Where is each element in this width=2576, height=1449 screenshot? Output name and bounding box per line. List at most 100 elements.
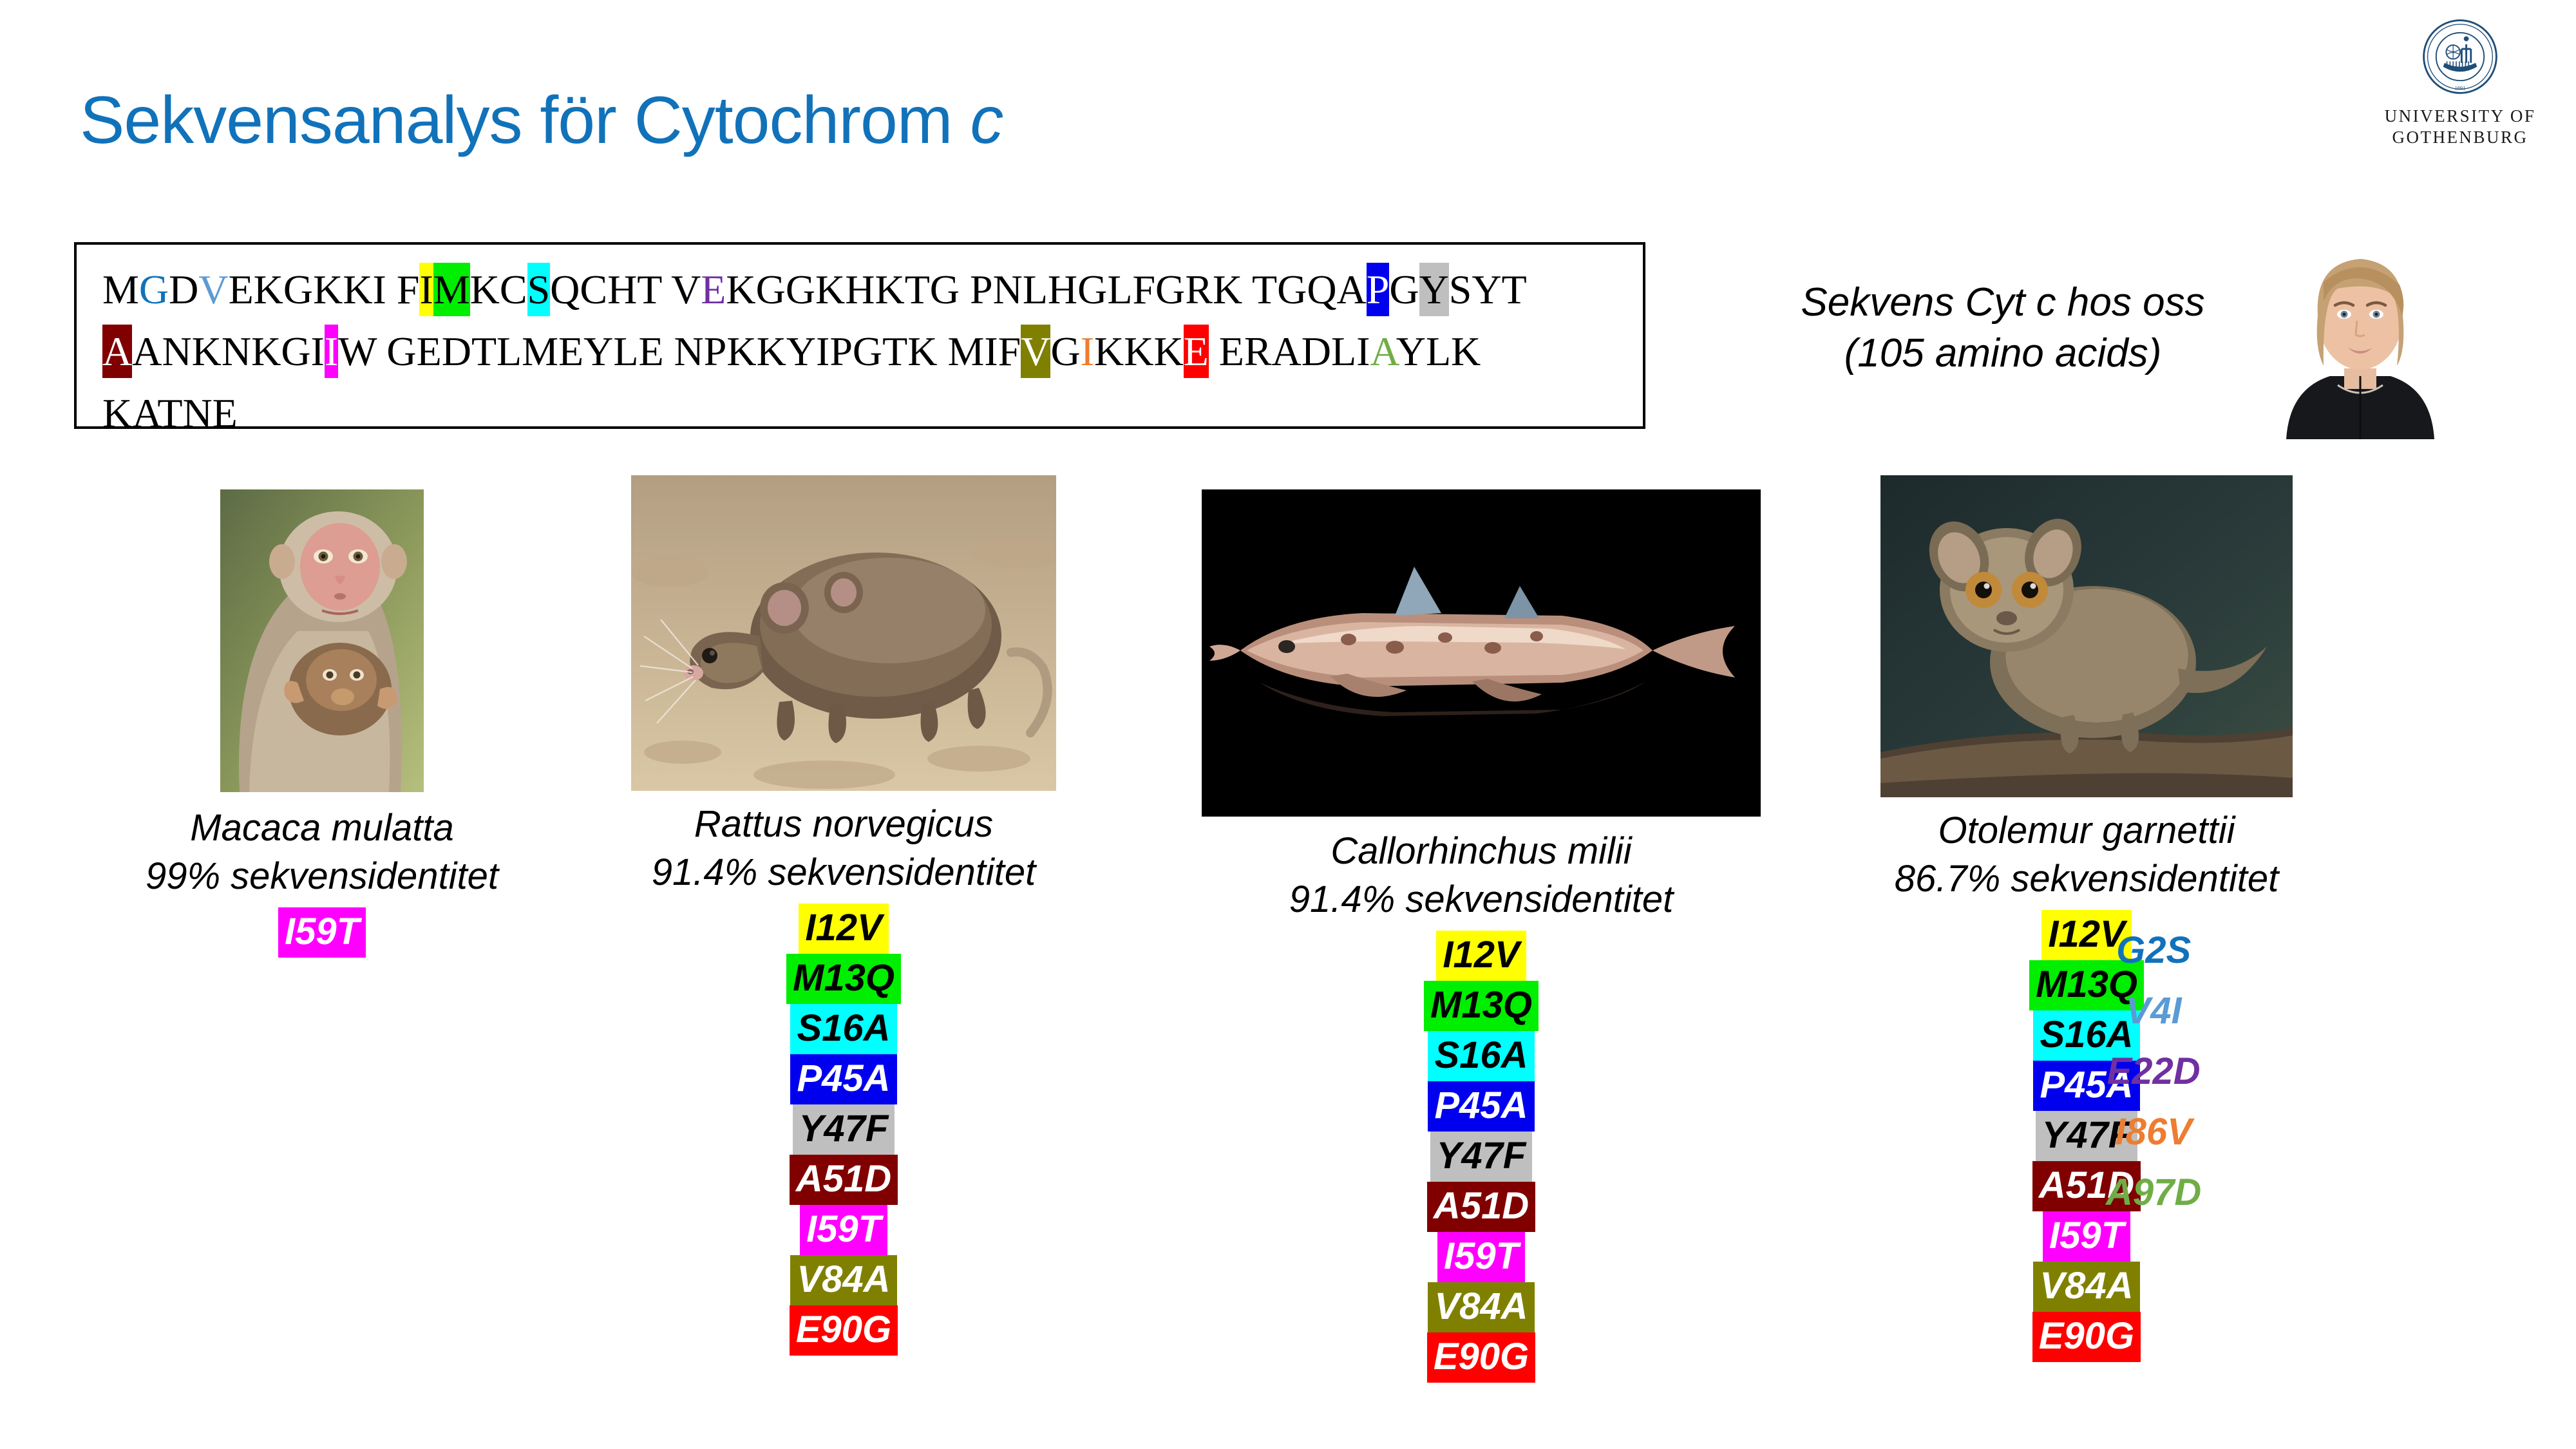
sequence-residue: G xyxy=(1389,267,1419,312)
mutation-chip: S16A xyxy=(2033,1010,2140,1061)
species-identity: 91.4% sekvensidentitet xyxy=(651,851,1036,894)
species-identity: 86.7% sekvensidentitet xyxy=(1894,858,2279,900)
species-name: Callorhinchus milii xyxy=(1331,830,1632,872)
sequence-residue: SYT xyxy=(1448,267,1527,312)
sequence-residue: V xyxy=(198,267,229,312)
sequence-residue: V xyxy=(1021,325,1051,378)
sequence-residue: A xyxy=(102,325,133,378)
sequence-residue: TGQA xyxy=(1252,267,1367,312)
page-title-italic: c xyxy=(970,83,1003,158)
sequence-residue: ANKNKGI xyxy=(132,328,325,374)
mutation-chip: I12V xyxy=(799,903,889,954)
mutation-chip: P45A xyxy=(2033,1060,2140,1111)
mutation-chip: Y47F xyxy=(792,1104,895,1155)
secondary-mutation-label: E22D xyxy=(2107,1050,2201,1092)
species-identity: 91.4% sekvensidentitet xyxy=(1289,878,1674,921)
sequence-residue: V xyxy=(671,267,701,312)
sequence-residue: M xyxy=(433,263,470,316)
mutation-chip: A51D xyxy=(1426,1181,1536,1232)
sequence-residue: F xyxy=(396,267,420,312)
mutation-chip: E90G xyxy=(1426,1332,1536,1383)
secondary-mutation-list: G2S V4I E22D I86V A97D xyxy=(2099,926,2208,1229)
mutation-chip: M13Q xyxy=(786,953,901,1004)
mutation-chip: I59T xyxy=(1437,1231,1526,1282)
mutation-chip: P45A xyxy=(1428,1081,1535,1132)
sequence-residue: S xyxy=(527,263,551,316)
mutation-chip: V84A xyxy=(2033,1261,2140,1312)
sequence-residue: G xyxy=(138,267,169,312)
secondary-mutation-label: I86V xyxy=(2115,1111,2192,1153)
species-name: Macaca mulatta xyxy=(190,807,454,849)
person-portrait-icon xyxy=(2248,240,2473,439)
species-column-callorhinchus-milii: Callorhinchus milii 91.4% sekvensidentit… xyxy=(1140,489,1823,1383)
sequence-residue: KGGKHKTG xyxy=(726,267,970,312)
logo-line-2: GOTHENBURG xyxy=(2392,127,2528,147)
sequence-residue: KC xyxy=(469,267,527,312)
sequence-residue: M xyxy=(102,267,139,312)
sequence-residue: QCHT xyxy=(550,267,672,312)
mutation-chip: I59T xyxy=(799,1204,888,1255)
species-name: Rattus norvegicus xyxy=(694,803,994,845)
sequence-residue: Y xyxy=(1419,263,1449,316)
sequence-residue: ERADLI xyxy=(1208,328,1370,374)
sequence-residue: MIF xyxy=(947,328,1021,374)
rattus-norvegicus-photo xyxy=(631,475,1056,791)
sequence-residue: GEDTLMEYLE xyxy=(386,328,674,374)
sequence-box: MGDVEKGKKI FIMKCSQCHT VEKGGKHKTG PNLHGLF… xyxy=(74,242,1645,436)
mutation-chip: P45A xyxy=(790,1054,897,1104)
sequence-residue: D xyxy=(169,267,199,312)
sequence-residue: EKGKKI xyxy=(228,267,397,312)
mutation-chip: A51D xyxy=(2032,1160,2141,1211)
sequence-residue: NPKKYIPGTK xyxy=(674,328,948,374)
sequence-residue: KATNE xyxy=(102,390,238,436)
mutation-chip: Y47F xyxy=(2035,1110,2138,1161)
sequence-residue: E xyxy=(1183,325,1209,378)
secondary-mutation-label: V4I xyxy=(2125,990,2182,1032)
mutation-chip: A51D xyxy=(789,1154,898,1205)
sequence-residue: I xyxy=(1080,328,1094,374)
mutation-list: I12V M13Q S16A P45A Y47F A51D I59T V84A E90G xyxy=(1765,909,2409,1362)
logo-line-1: UNIVERSITY OF xyxy=(2384,106,2536,126)
mutation-chip: M13Q xyxy=(1424,980,1539,1031)
mutation-list: I12V M13Q S16A P45A Y47F A51D I59T V84A E90G xyxy=(522,903,1166,1356)
mutation-chip: E90G xyxy=(789,1305,898,1356)
mutation-chip: S16A xyxy=(790,1003,897,1054)
callorhinchus-milii-photo xyxy=(1202,489,1761,817)
page-title: Sekvensanalys för Cytochrom c xyxy=(80,82,1003,159)
sequence-residue: G xyxy=(1050,328,1081,374)
page-title-main: Sekvensanalys för Cytochrom xyxy=(80,83,971,158)
sequence-residue: PNLHGLFGRK xyxy=(970,267,1252,312)
svg-text:1891: 1891 xyxy=(2455,86,2466,91)
mutation-chip: V84A xyxy=(1428,1282,1535,1332)
species-column-rattus-norvegicus: Rattus norvegicus 91.4% sekvensidentitet… xyxy=(522,475,1166,1356)
sequence-residue: YLK xyxy=(1396,328,1481,374)
sequence-caption-line2: (105 amino acids) xyxy=(1844,331,2162,376)
university-logo-text: UNIVERSITY OF GOTHENBURG xyxy=(2376,106,2544,148)
mutation-chip: I12V xyxy=(2041,909,2132,960)
university-logo: 1891 UNIVERSITY OF GOTHENBURG xyxy=(2376,18,2544,148)
mutation-chip: Y47F xyxy=(1430,1131,1533,1182)
mutation-list: I59T xyxy=(0,907,644,958)
secondary-mutation-label: A97D xyxy=(2106,1171,2202,1213)
otolemur-garnettii-photo xyxy=(1880,475,2293,797)
sequence-residue: A xyxy=(1370,328,1396,374)
mutation-chip: V84A xyxy=(790,1255,897,1305)
sequence-residue: KKK xyxy=(1094,328,1184,374)
sequence-caption-line1: Sekvens Cyt c hos oss xyxy=(1801,280,2205,325)
sequence-residue: W xyxy=(338,328,387,374)
protein-sequence: MGDVEKGKKI FIMKCSQCHT VEKGGKHKTG PNLHGLF… xyxy=(102,259,1527,444)
species-identity: 99% sekvensidentitet xyxy=(145,855,499,898)
avatar xyxy=(2248,240,2473,439)
mutation-list: I12V M13Q S16A P45A Y47F A51D I59T V84A E90G xyxy=(1140,930,1823,1383)
sequence-residue: I xyxy=(419,263,433,316)
species-name: Otolemur garnettii xyxy=(1938,810,2235,851)
mutation-chip: I12V xyxy=(1436,930,1526,981)
sequence-residue: E xyxy=(701,267,726,312)
macaca-mulatta-photo xyxy=(220,489,424,792)
university-seal-icon: 1891 xyxy=(2423,19,2497,94)
mutation-chip: E90G xyxy=(2032,1311,2141,1362)
secondary-mutation-label: G2S xyxy=(2116,929,2192,971)
mutation-chip: M13Q xyxy=(2029,960,2144,1010)
mutation-chip: I59T xyxy=(2042,1211,2131,1262)
sequence-residue: P xyxy=(1366,263,1390,316)
